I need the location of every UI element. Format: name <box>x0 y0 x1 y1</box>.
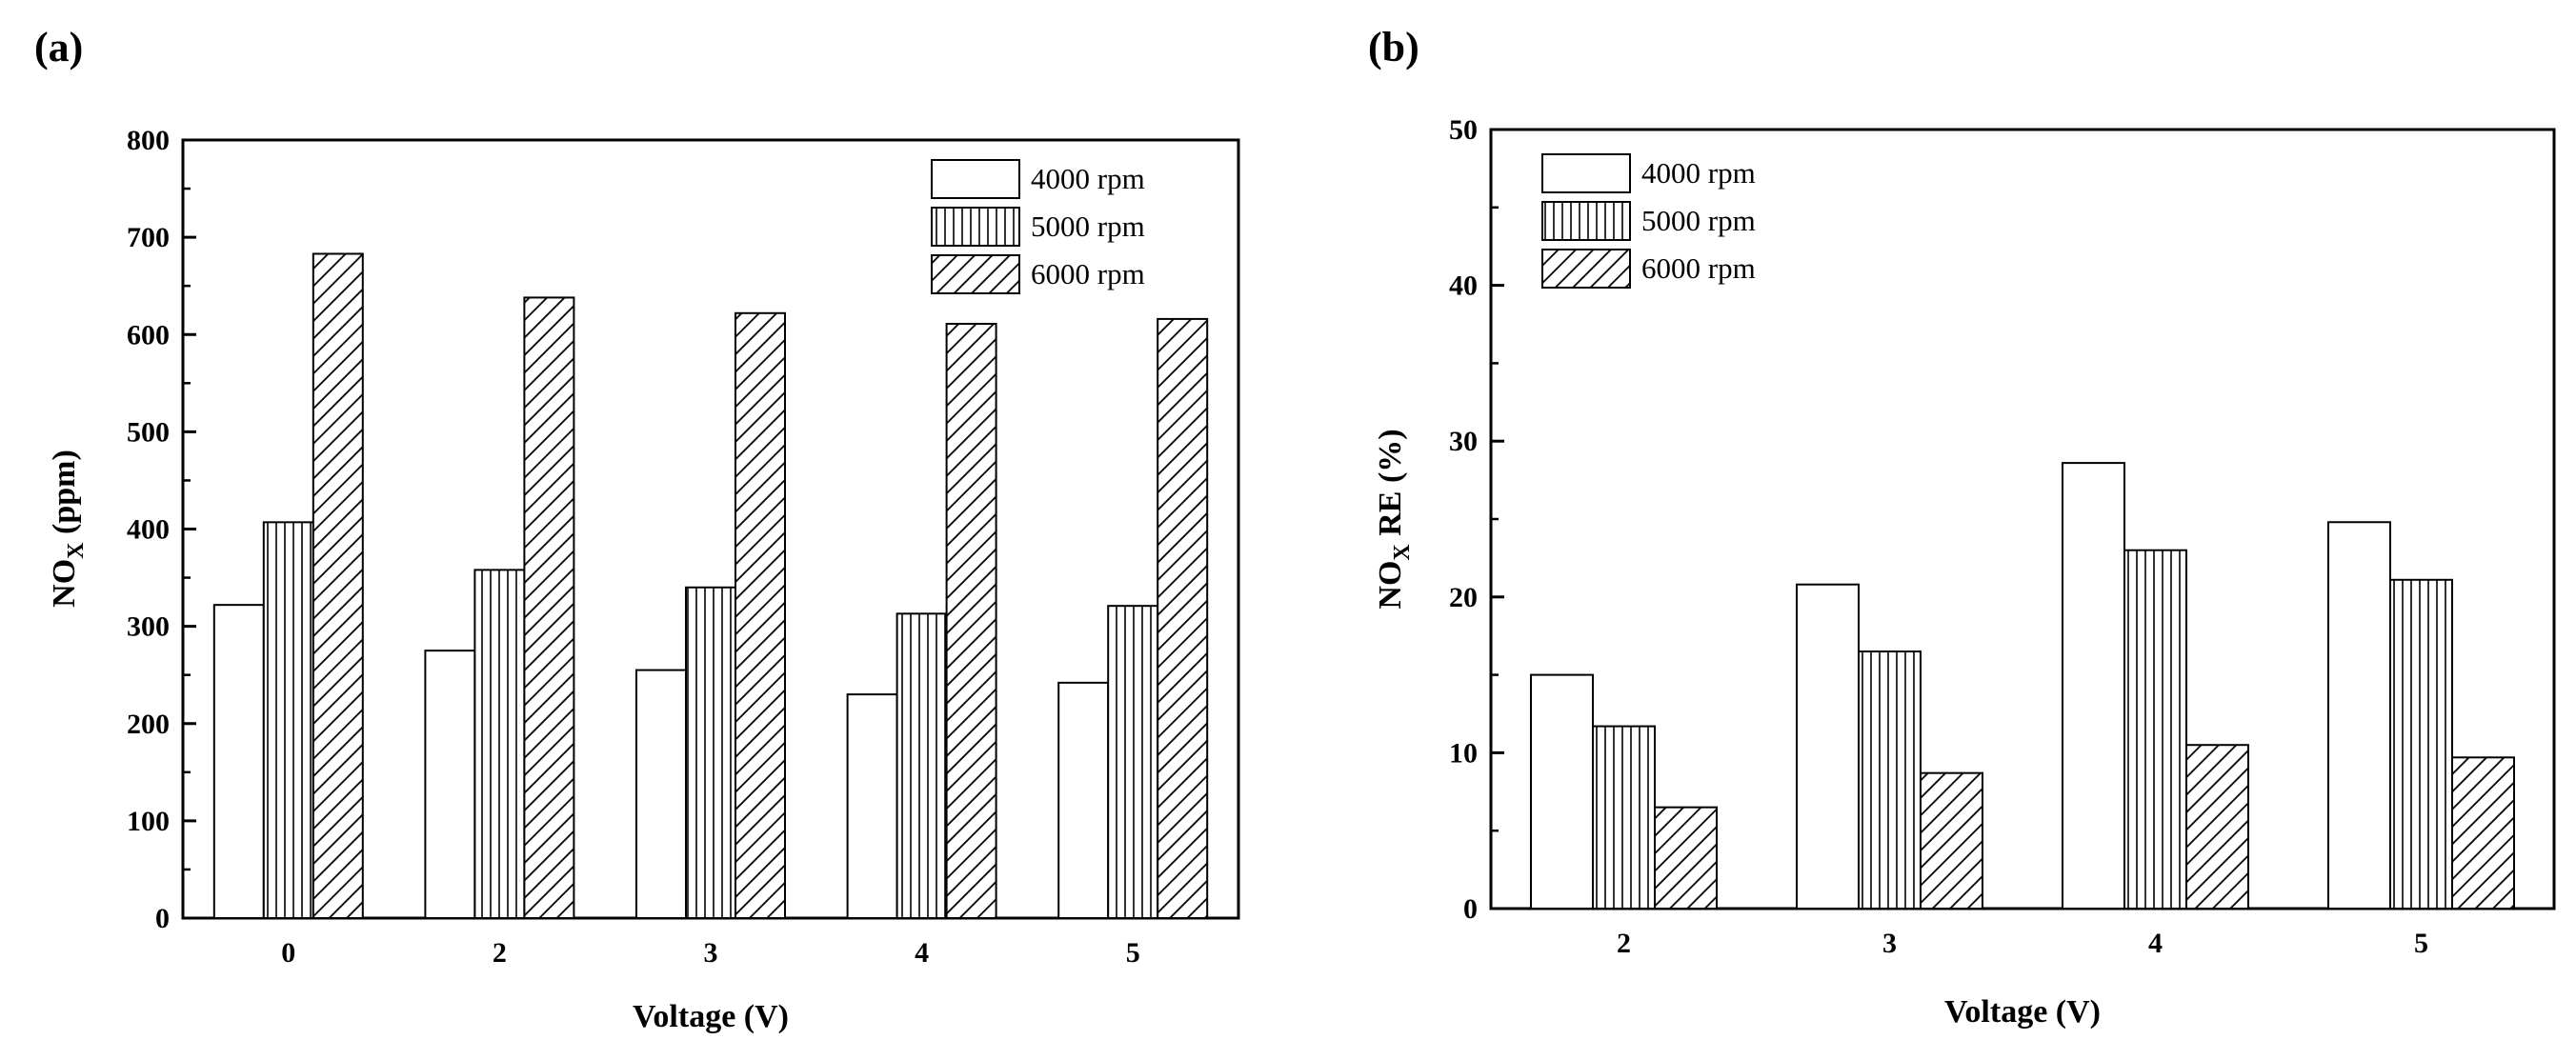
legend-label: 4000 rpm <box>1031 162 1145 195</box>
x-axis-title-b: Voltage (V) <box>1944 994 2101 1030</box>
x-tick-label: 2 <box>1617 928 1631 959</box>
x-tick-label: 5 <box>2414 928 2428 959</box>
bar-4000-rpm-2 <box>424 650 476 919</box>
x-tick-label: 3 <box>1882 928 1897 959</box>
bar-6000-rpm-5 <box>2451 756 2515 910</box>
chart-b: (b) 0 10 20 30 40 50 2 3 4 5 Voltage (V) NOX RE … <box>1368 24 2556 1030</box>
bar-4000-rpm-3 <box>635 669 687 919</box>
bar-6000-rpm-2 <box>1654 806 1718 910</box>
x-tick-label: 5 <box>1126 937 1140 969</box>
legend-label: 5000 rpm <box>1641 204 1756 237</box>
x-ticks-b: 2 3 4 5 <box>1617 895 2428 959</box>
y-tick-label: 400 <box>127 514 170 546</box>
legend-swatch <box>1541 153 1631 193</box>
panel-label-a: (a) <box>34 24 83 70</box>
bar-4000-rpm-2 <box>1530 673 1594 910</box>
legend-label: 6000 rpm <box>1031 257 1145 290</box>
bar-6000-rpm-3 <box>735 311 786 920</box>
bar-4000-rpm-4 <box>2062 462 2125 910</box>
y-tick-label: 300 <box>127 611 170 643</box>
y-tick-label: 700 <box>127 222 170 253</box>
y-ticks-a: 0 100 200 300 400 500 600 700 800 <box>127 125 196 934</box>
x-axis-title-a: Voltage (V) <box>633 999 789 1034</box>
bar-5000-rpm-4 <box>896 612 948 919</box>
legend-a: 4000 rpm 5000 rpm 6000 rpm <box>931 159 1145 294</box>
legend-swatch <box>1541 201 1631 241</box>
panel-label-b: (b) <box>1368 24 1419 70</box>
legend-b: 4000 rpm 5000 rpm 6000 rpm <box>1541 153 1756 289</box>
bar-4000-rpm-0 <box>212 604 265 919</box>
legend-label: 4000 rpm <box>1641 156 1756 190</box>
y-tick-label: 800 <box>127 125 170 156</box>
legend-label: 6000 rpm <box>1641 251 1756 285</box>
legend-label: 5000 rpm <box>1031 210 1145 243</box>
bar-6000-rpm-0 <box>312 252 364 919</box>
bar-6000-rpm-4 <box>2185 744 2249 910</box>
bar-5000-rpm-5 <box>1107 605 1159 920</box>
y-axis-title-a: NOX (ppm) <box>47 450 89 608</box>
x-tick-label: 0 <box>281 937 295 969</box>
y-tick-label: 600 <box>127 319 170 350</box>
y-tick-label: 50 <box>1449 114 1478 146</box>
x-tick-label: 2 <box>493 937 507 969</box>
y-tick-label: 30 <box>1449 426 1478 457</box>
bar-6000-rpm-5 <box>1157 317 1209 920</box>
bar-6000-rpm-4 <box>945 323 997 919</box>
bar-5000-rpm-3 <box>685 586 736 920</box>
bar-4000-rpm-4 <box>846 693 898 919</box>
bars-a <box>212 252 1209 920</box>
x-tick-label: 4 <box>2148 928 2163 959</box>
legend-swatch <box>931 207 1020 247</box>
y-tick-label: 40 <box>1449 270 1478 302</box>
legend-swatch <box>1541 249 1631 289</box>
bar-6000-rpm-3 <box>1920 771 1983 910</box>
y-ticks-b: 0 10 20 30 40 50 <box>1449 114 1504 925</box>
bar-4000-rpm-3 <box>1796 583 1860 910</box>
x-tick-label: 4 <box>915 937 929 969</box>
bar-5000-rpm-5 <box>2389 578 2453 910</box>
y-tick-label: 500 <box>127 416 170 448</box>
y-tick-label: 10 <box>1449 737 1478 769</box>
bar-4000-rpm-5 <box>1057 681 1110 919</box>
bars-b <box>1530 462 2515 910</box>
bar-5000-rpm-4 <box>2123 549 2187 910</box>
bar-4000-rpm-5 <box>2327 521 2391 910</box>
y-tick-label: 200 <box>127 709 170 740</box>
bar-6000-rpm-2 <box>523 296 575 919</box>
bar-5000-rpm-2 <box>473 569 526 920</box>
bar-5000-rpm-2 <box>1592 725 1656 910</box>
y-axis-title-b: NOX RE (%) <box>1373 429 1415 609</box>
x-tick-label: 3 <box>704 937 718 969</box>
y-tick-label: 100 <box>127 806 170 837</box>
legend-swatch <box>931 159 1020 199</box>
bar-5000-rpm-0 <box>262 521 314 919</box>
y-tick-label: 20 <box>1449 582 1478 613</box>
legend-swatch <box>931 254 1020 294</box>
bar-5000-rpm-3 <box>1858 650 1922 910</box>
chart-a: (a) 0 100 200 300 400 500 600 700 800 0 2 3 4 5 Volt… <box>34 24 1240 1034</box>
y-tick-label: 0 <box>1463 893 1478 925</box>
y-tick-label: 0 <box>155 903 170 934</box>
